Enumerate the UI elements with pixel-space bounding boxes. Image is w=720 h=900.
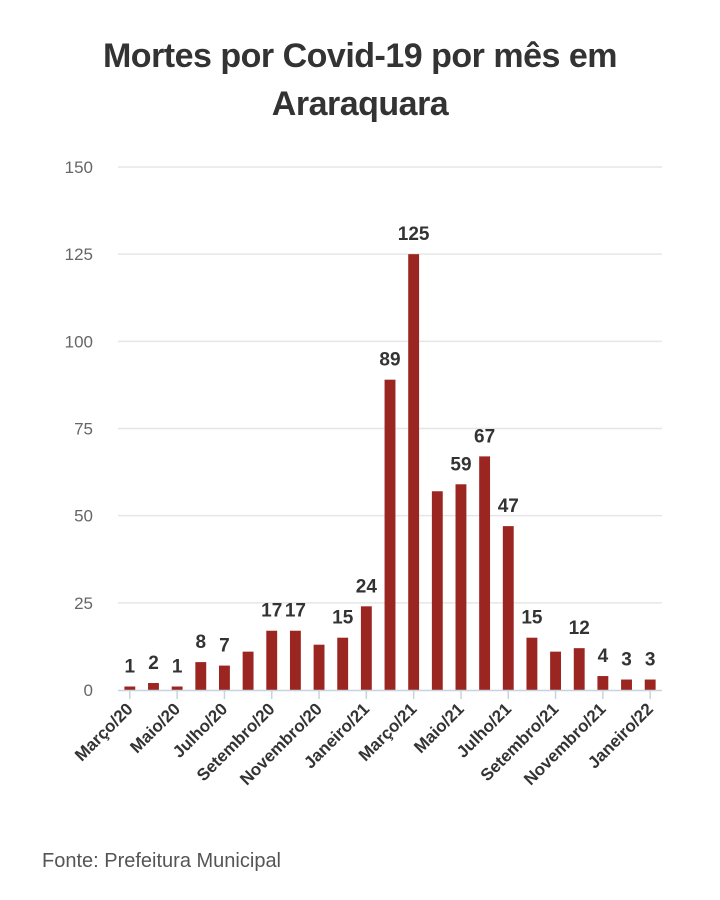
data-label: 59 (450, 454, 471, 475)
bar (124, 686, 136, 690)
data-label: 125 (398, 224, 430, 245)
data-label: 67 (474, 426, 495, 447)
y-axis-ticks: 0 25 50 75 100 125 150 (65, 158, 93, 700)
y-tick-label: 50 (74, 507, 93, 526)
x-tick-label: Novembro/20 (236, 699, 326, 789)
data-label: 24 (356, 576, 378, 597)
bar (550, 651, 562, 690)
data-label: 17 (285, 601, 306, 622)
bar (526, 637, 538, 690)
bar (573, 648, 585, 690)
bar (289, 630, 301, 690)
y-tick-label: 150 (65, 158, 93, 177)
y-tick-label: 75 (74, 420, 93, 439)
bar (621, 679, 632, 690)
data-label: 89 (379, 350, 400, 371)
bar (242, 651, 254, 690)
bars (124, 254, 656, 690)
y-tick-label: 100 (65, 332, 93, 351)
data-label: 12 (569, 618, 590, 639)
y-tick-label: 125 (65, 245, 93, 264)
bar (148, 683, 159, 690)
source-note: Fonte: Prefeitura Municipal (42, 850, 282, 872)
data-label: 4 (598, 646, 609, 667)
data-label: 2 (148, 653, 159, 674)
bar (313, 644, 325, 690)
x-axis-ticks: Março/20Maio/20Julho/20Setembro/20Novemb… (71, 690, 657, 789)
bar (384, 379, 396, 690)
data-label: 15 (332, 608, 354, 629)
bar (455, 484, 467, 690)
y-tick-label: 0 (84, 681, 93, 700)
chart-title: Mortes por Covid-19 por mês em Araraquar… (102, 37, 618, 123)
bar (597, 676, 609, 690)
data-label: 3 (645, 650, 656, 671)
bar (195, 662, 207, 690)
data-label: 1 (125, 657, 136, 678)
data-label: 47 (498, 496, 519, 517)
bar (266, 630, 278, 690)
bar (644, 679, 656, 690)
data-label: 17 (261, 601, 282, 622)
bar (218, 665, 230, 690)
bar (479, 456, 491, 690)
x-tick-label: Novembro/21 (520, 699, 610, 789)
y-tick-label: 25 (74, 594, 93, 613)
bar (431, 491, 443, 690)
data-label: 3 (621, 650, 632, 671)
data-label: 7 (219, 636, 230, 657)
x-tick-label: Março/20 (71, 699, 137, 765)
bar (360, 606, 372, 690)
bar (171, 686, 183, 690)
data-label: 1 (172, 657, 183, 678)
data-label: 8 (195, 632, 206, 653)
bar (408, 254, 420, 690)
bar (502, 526, 514, 690)
bar (337, 637, 349, 690)
data-label: 15 (521, 608, 543, 629)
